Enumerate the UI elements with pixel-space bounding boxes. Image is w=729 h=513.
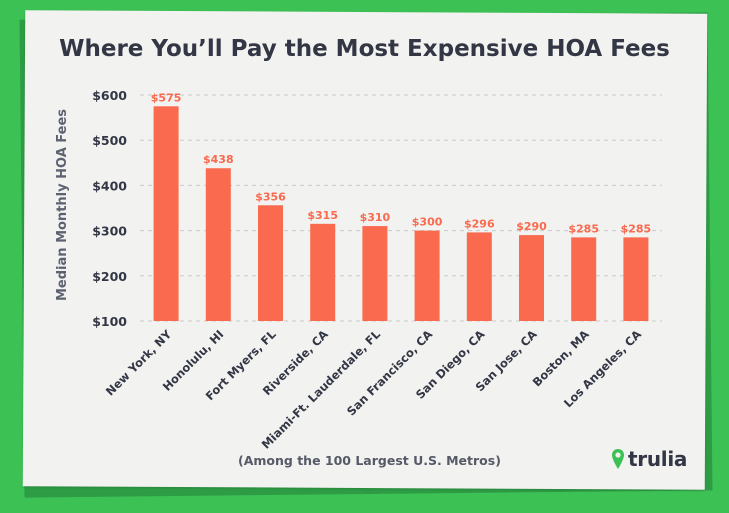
chart-title: Where You’ll Pay the Most Expensive HOA … <box>59 36 670 62</box>
bar <box>310 223 336 321</box>
bar-value-label: $575 <box>151 91 182 104</box>
y-tick-label: $600 <box>92 88 127 103</box>
bar <box>519 235 544 321</box>
bar <box>362 226 388 321</box>
bar-value-label: $285 <box>568 222 599 235</box>
brand-logo: trulia <box>611 446 687 472</box>
bar <box>466 232 492 321</box>
bar-value-label: $315 <box>307 209 338 222</box>
bar <box>258 205 283 321</box>
bar <box>623 237 649 321</box>
chart-annotation: (Among the 100 Largest U.S. Metros) <box>238 453 501 468</box>
y-tick-label: $200 <box>92 269 127 284</box>
bar-value-label: $438 <box>203 153 234 166</box>
bar-value-label: $300 <box>412 216 443 229</box>
y-axis-label: Median Monthly HOA Fees <box>55 109 70 301</box>
brand-name: trulia <box>628 447 688 471</box>
y-tick-label: $500 <box>92 133 127 148</box>
category-label: San Francisco, CA <box>344 327 435 418</box>
bar-value-label: $356 <box>255 190 286 203</box>
bar <box>414 230 440 321</box>
bar-value-label: $285 <box>621 222 652 235</box>
y-tick-label: $100 <box>92 314 127 329</box>
bar <box>571 237 597 321</box>
y-tick-label: $400 <box>92 178 127 193</box>
bar-value-label: $296 <box>464 217 495 230</box>
bar-value-label: $310 <box>360 211 391 224</box>
bar-value-label: $290 <box>516 220 547 233</box>
map-pin-icon <box>612 449 624 469</box>
bar <box>153 106 179 321</box>
y-tick-label: $300 <box>92 224 127 239</box>
bar <box>205 168 231 321</box>
